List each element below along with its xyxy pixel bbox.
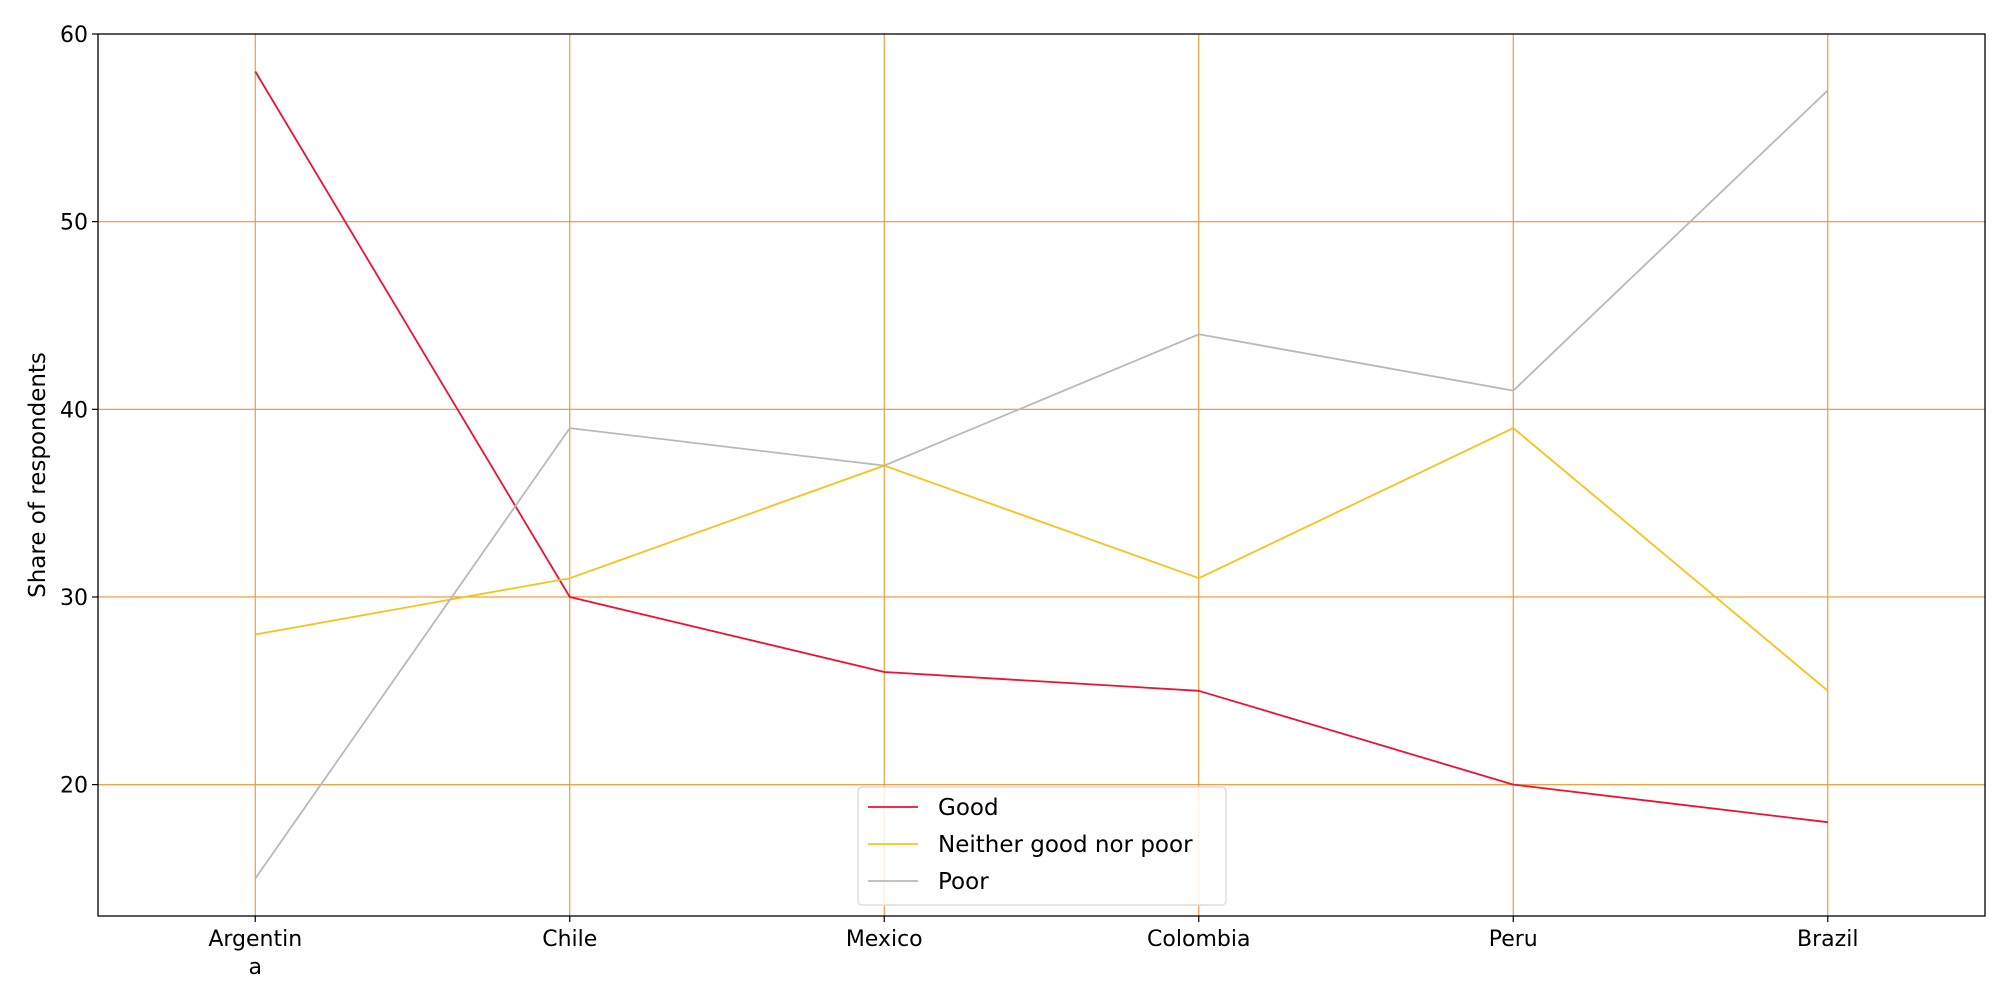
grid-lines [98, 33, 1985, 916]
legend-label-neither-good-nor-poor: Neither good nor poor [938, 832, 1193, 858]
y-axis-title: Share of respondents [25, 352, 51, 598]
y-tick-label: 30 [60, 586, 88, 611]
x-tick-label: Chile [542, 927, 597, 952]
plot-frame [97, 33, 1986, 917]
x-tick-label: Mexico [846, 927, 923, 952]
series-line-poor [254, 89, 1829, 880]
y-tick-label: 60 [60, 23, 88, 48]
y-tick-label: 40 [60, 398, 88, 423]
series-lines [254, 71, 1829, 880]
legend-label-good: Good [938, 795, 999, 821]
legend: Good Neither good nor poor Poor [857, 786, 1227, 906]
legend-box [857, 786, 1227, 906]
x-tick-label: Colombia [1147, 927, 1250, 952]
x-axis-ticks: Argentin a Chile Mexico Colombia Peru Brazil [208, 916, 1858, 980]
series-line-good [254, 71, 1828, 824]
y-tick-label: 20 [60, 774, 88, 799]
x-tick-label: Argentin a [208, 927, 302, 980]
x-tick-label: Peru [1489, 927, 1538, 952]
y-axis-ticks: 20 30 40 50 60 [60, 23, 98, 799]
legend-label-poor: Poor [938, 869, 989, 895]
y-tick-label: 50 [60, 211, 88, 236]
x-tick-label: Brazil [1797, 927, 1858, 952]
series-line-neither-good-nor-poor [255, 427, 1829, 692]
